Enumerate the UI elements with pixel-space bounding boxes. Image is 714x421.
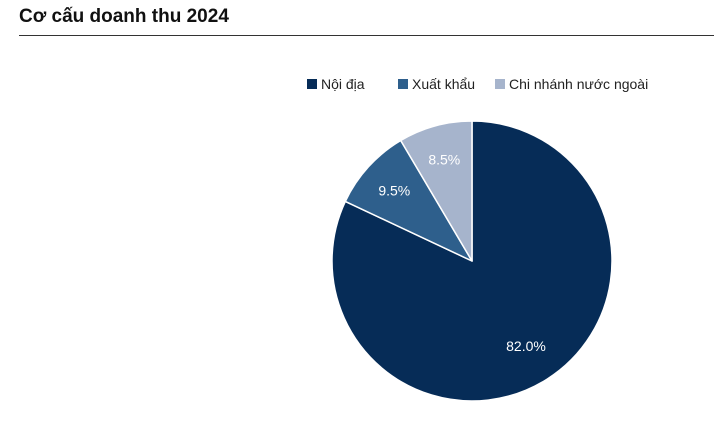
legend: Nội địa Xuất khẩu Chi nhánh nước ngoài	[307, 76, 648, 92]
legend-swatch-1	[307, 79, 317, 89]
pie-slice-2	[344, 139, 473, 262]
legend-label-2: Xuất khẩu	[412, 76, 475, 92]
pie-labels: 82.0% 9.5% 8.5%	[378, 152, 546, 354]
legend-label-1: Nội địa	[321, 76, 365, 92]
pie-slices	[331, 120, 613, 402]
legend-item-3: Chi nhánh nước ngoài	[495, 76, 648, 92]
title-divider	[19, 35, 714, 36]
legend-item-2: Xuất khẩu	[398, 76, 475, 92]
slice-label-3: 8.5%	[428, 152, 460, 168]
legend-swatch-3	[495, 79, 505, 89]
legend-label-3: Chi nhánh nước ngoài	[509, 76, 648, 92]
pie-slice-3	[399, 120, 473, 262]
legend-item-1: Nội địa	[307, 76, 365, 92]
slice-label-1: 82.0%	[506, 338, 546, 354]
slice-label-2: 9.5%	[378, 182, 410, 198]
chart-title: Cơ cấu doanh thu 2024	[19, 6, 229, 27]
legend-swatch-2	[398, 79, 408, 89]
